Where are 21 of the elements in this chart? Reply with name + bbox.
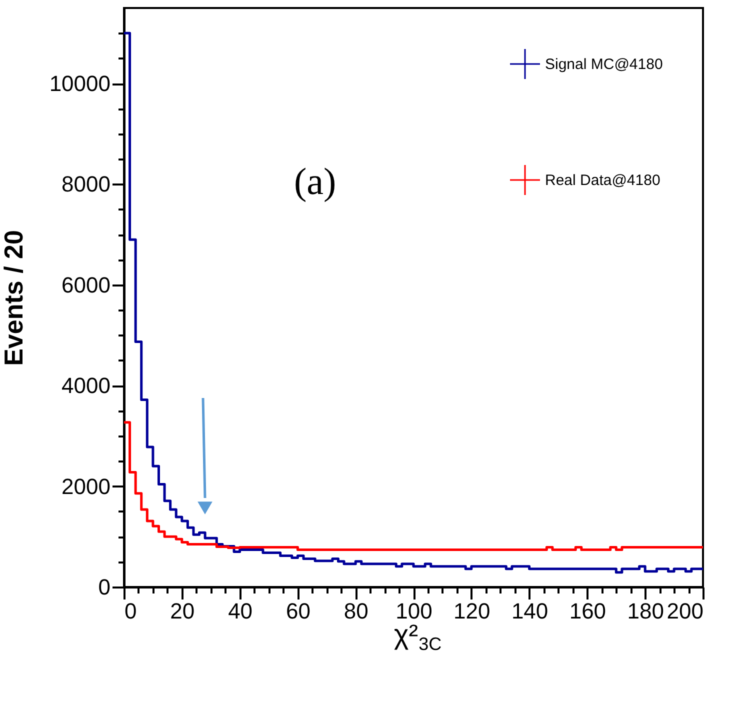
y-axis-title: Events / 20 bbox=[0, 230, 28, 366]
x-tick-label: 80 bbox=[344, 598, 368, 624]
x-tick-label: 180 bbox=[627, 598, 664, 624]
x-tick-label: 140 bbox=[511, 598, 548, 624]
x-tick-label: 40 bbox=[228, 598, 253, 624]
x-tick-label: 160 bbox=[569, 598, 606, 624]
y-tick-label: 8000 bbox=[62, 172, 110, 197]
annotation: (a) bbox=[294, 161, 336, 203]
y-tick-label: 10000 bbox=[49, 71, 110, 96]
legend-label: Real Data@4180 bbox=[545, 172, 660, 189]
x-tick-label: 20 bbox=[170, 598, 195, 624]
x-tick-label: 120 bbox=[454, 598, 490, 624]
x-tick-label: 60 bbox=[286, 598, 310, 624]
legend-label: Signal MC@4180 bbox=[545, 56, 663, 73]
y-tick-label: 0 bbox=[98, 574, 110, 600]
x-tick-label: 200 bbox=[666, 598, 704, 624]
y-tick-label: 6000 bbox=[62, 272, 110, 298]
y-tick-label: 2000 bbox=[62, 474, 110, 499]
x-tick-label: 100 bbox=[396, 598, 432, 624]
y-tick-label: 4000 bbox=[62, 373, 110, 398]
x-tick-label: 0 bbox=[124, 598, 137, 624]
